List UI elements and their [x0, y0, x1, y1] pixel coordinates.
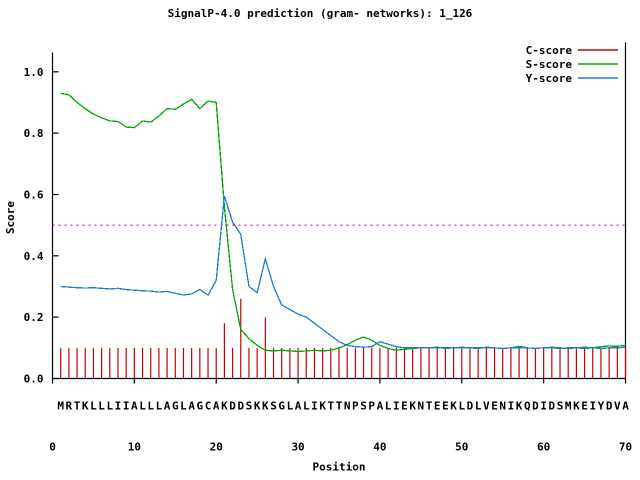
- c-score-bars: [60, 298, 627, 379]
- sequence-residue: D: [237, 400, 244, 413]
- sequence-residue: L: [303, 400, 310, 413]
- legend-label: S-score: [526, 58, 573, 71]
- sequence-residue: K: [450, 400, 457, 413]
- sequence-residue: G: [197, 400, 204, 413]
- sequence-residue: T: [74, 400, 81, 413]
- sequence-residue: L: [156, 400, 163, 413]
- sequence-residue: A: [295, 400, 302, 413]
- sequence-residue: K: [319, 400, 326, 413]
- sequence-residue: A: [164, 400, 171, 413]
- sequence-residue: E: [442, 400, 449, 413]
- sequence-residue: L: [475, 400, 482, 413]
- sequence-residue: I: [115, 400, 122, 413]
- sequence-residue: K: [516, 400, 523, 413]
- sequence-residue: L: [98, 400, 105, 413]
- x-tick-label: 60: [537, 441, 550, 454]
- sequence-residue: S: [246, 400, 253, 413]
- sequence-residue: N: [344, 400, 351, 413]
- sequence-residue: Q: [524, 400, 531, 413]
- x-tick-label: 50: [455, 441, 468, 454]
- sequence-residue: M: [565, 400, 572, 413]
- sequence-residue: A: [188, 400, 195, 413]
- y-tick-label: 0.2: [24, 311, 44, 324]
- sequence-residue: L: [287, 400, 294, 413]
- sequence-residue: N: [418, 400, 425, 413]
- y-axis-label: Score: [4, 201, 17, 234]
- y-score-line: [60, 195, 626, 350]
- legend-label: C-score: [526, 44, 573, 57]
- sequence-residue: P: [368, 400, 375, 413]
- sequence-residue: E: [491, 400, 498, 413]
- sequence-residue: L: [139, 400, 146, 413]
- sequence-residue: A: [213, 400, 220, 413]
- y-tick-label: 0.8: [24, 127, 44, 140]
- sequence-residue: E: [434, 400, 441, 413]
- y-tick-label: 1.0: [24, 66, 44, 79]
- x-tick-label: 10: [128, 441, 141, 454]
- sequence-residue: I: [123, 400, 130, 413]
- sequence-residue: I: [393, 400, 400, 413]
- sequence-residue: L: [106, 400, 113, 413]
- sequence-residue: S: [557, 400, 564, 413]
- sequence-residue: I: [589, 400, 596, 413]
- sequence-residue: I: [508, 400, 515, 413]
- sequence-residue: I: [311, 400, 318, 413]
- sequence-residue: V: [614, 400, 621, 413]
- x-axis-label: Position: [313, 461, 366, 474]
- sequence-residue: K: [254, 400, 261, 413]
- sequence-residue: G: [278, 400, 285, 413]
- sequence-residue: L: [90, 400, 97, 413]
- sequence-residue: L: [147, 400, 154, 413]
- s-score-line: [60, 92, 626, 353]
- sequence-residue: L: [458, 400, 465, 413]
- y-tick-label: 0.0: [24, 373, 44, 386]
- sequence-residue: A: [622, 400, 629, 413]
- sequence-residue: K: [221, 400, 228, 413]
- x-tick-label: 0: [49, 441, 56, 454]
- sequence-residue: P: [352, 400, 359, 413]
- sequence-residue: E: [581, 400, 588, 413]
- sequence-residue: K: [82, 400, 89, 413]
- sequence-residue: M: [57, 400, 64, 413]
- x-tick-label: 40: [373, 441, 386, 454]
- sequence-residue: K: [573, 400, 580, 413]
- sequence-residue: K: [409, 400, 416, 413]
- sequence-residue: V: [483, 400, 490, 413]
- sequence-residue: N: [499, 400, 506, 413]
- sequence-residue: G: [172, 400, 179, 413]
- sequence-residue: L: [180, 400, 187, 413]
- x-tick-label: 30: [291, 441, 304, 454]
- sequence-residue: I: [540, 400, 547, 413]
- sequence-residue: C: [205, 400, 212, 413]
- sequence-residue: S: [270, 400, 277, 413]
- sequence-residue: D: [532, 400, 539, 413]
- sequence-residue: D: [549, 400, 556, 413]
- sequence-residue: R: [66, 400, 73, 413]
- sequence-residue: T: [426, 400, 433, 413]
- sequence-residue: A: [131, 400, 138, 413]
- sequence-residue: S: [360, 400, 367, 413]
- sequence-residue: E: [401, 400, 408, 413]
- x-tick-label: 20: [210, 441, 223, 454]
- sequence-residue: K: [262, 400, 269, 413]
- x-tick-label: 70: [619, 441, 632, 454]
- sequence-residue: L: [385, 400, 392, 413]
- sequence-residue: T: [336, 400, 343, 413]
- legend-label: Y-score: [526, 72, 573, 85]
- sequence-residue: D: [467, 400, 474, 413]
- sequence-residue: D: [229, 400, 236, 413]
- sequence-residue: Y: [598, 400, 605, 413]
- y-tick-label: 0.6: [24, 189, 44, 202]
- page-title: SignalP-4.0 prediction (gram- networks):…: [167, 7, 473, 20]
- y-tick-label: 0.4: [24, 250, 44, 263]
- sequence-residue: D: [606, 400, 613, 413]
- sequence-residue: A: [377, 400, 384, 413]
- sequence-residue: T: [328, 400, 335, 413]
